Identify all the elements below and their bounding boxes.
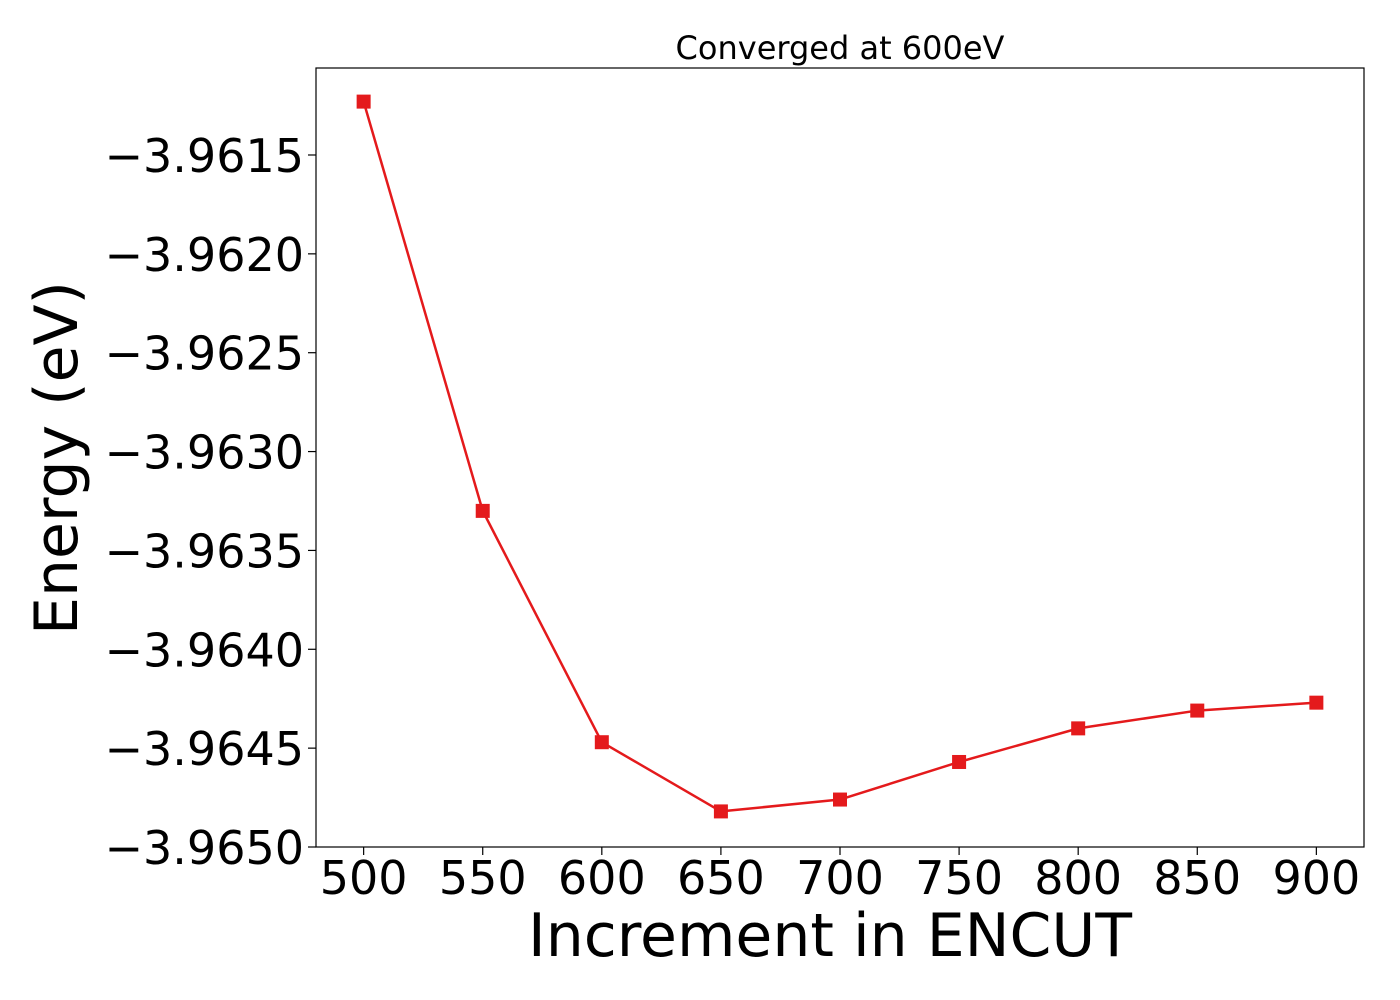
y-axis-label: Energy (eV) [22,281,92,635]
y-tick-label: −3.9645 [105,722,305,776]
plot-area [356,94,1324,819]
x-tick-label: 700 [796,851,884,905]
y-tick-label: −3.9620 [105,228,305,282]
data-point-marker [1309,695,1324,710]
data-point-marker [833,792,847,807]
data-point-marker [594,735,609,750]
x-tick-label: 550 [439,851,527,905]
y-tick-label: −3.9615 [105,129,305,183]
x-tick-label: 800 [1034,851,1122,905]
chart-title: Converged at 600eV [676,29,1005,67]
x-axis-label: Increment in ENCUT [528,901,1132,971]
y-tick-label: −3.9625 [105,327,305,381]
x-tick-label: 850 [1153,851,1241,905]
x-tick-label: 600 [558,851,646,905]
x-tick-label: 750 [915,851,1003,905]
x-tick-label: 900 [1272,851,1360,905]
x-tick-label: 500 [320,851,408,905]
x-axis: 500 550 600 650 700 750 800 850 900 [320,847,1360,905]
y-tick-label: −3.9650 [105,821,305,875]
y-tick-label: −3.9630 [105,426,305,480]
y-tick-label: −3.9640 [105,623,305,677]
data-point-marker [356,94,371,109]
data-point-marker [1190,703,1205,718]
y-axis: −3.9650 −3.9645 −3.9640 −3.9635 −3.9630 −3.96… [105,129,316,875]
y-tick-label: −3.9635 [105,524,305,578]
data-point-marker [475,503,490,518]
data-point-marker [952,754,967,769]
data-point-marker [1071,721,1086,736]
x-tick-label: 650 [677,851,765,905]
data-point-marker [713,804,728,819]
